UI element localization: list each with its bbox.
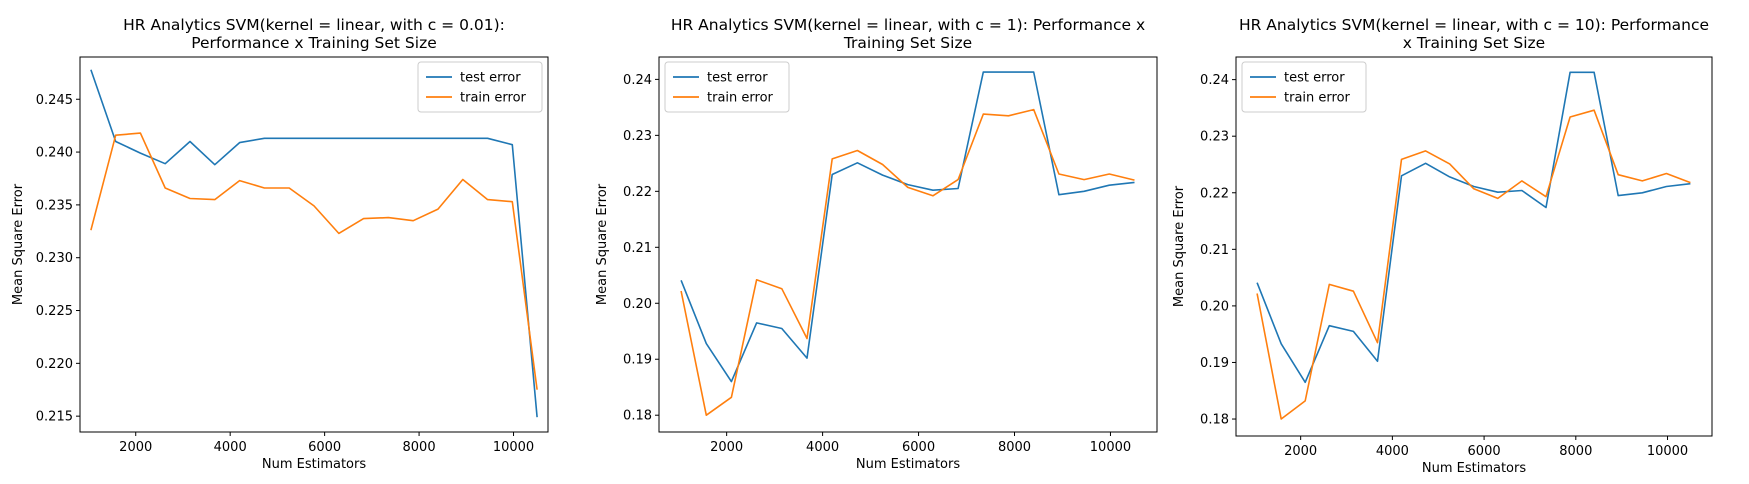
y-tick-label: 0.23 [1200,130,1229,145]
y-tick-label: 0.225 [36,304,73,319]
x-axis-label: Num Estimators [1422,461,1526,476]
legend-box [1241,61,1367,113]
chart-title-line-2: x Training Set Size [1403,34,1545,52]
y-tick-label: 0.23 [623,129,652,144]
plot-frame [658,56,1158,433]
legend-label-test-error: test error [707,71,768,86]
x-tick-label: 2000 [1284,444,1317,459]
y-tick-label: 0.20 [623,297,652,312]
plot-frame [79,56,549,433]
legend-label-train-error: train error [460,91,527,106]
chart-title-line-2: Training Set Size [843,34,972,52]
x-axis-label: Num Estimators [262,457,366,472]
chart-1: HR Analytics SVM(kernel = linear, with c… [11,16,549,472]
x-tick-label: 8000 [1559,444,1592,459]
series-line-test-error [1256,71,1691,384]
legend-label-test-error: test error [460,71,521,86]
chart-title-line-1: HR Analytics SVM(kernel = linear, with c… [1239,16,1709,34]
legend-box [664,61,790,113]
chart-2: HR Analytics SVM(kernel = linear, with c… [595,16,1158,472]
legend: test error train error [1241,61,1367,113]
x-tick-label: 6000 [902,440,935,455]
x-tick-label: 6000 [1468,444,1501,459]
series-line-train-error [680,108,1135,417]
x-tick-label: 10000 [1647,444,1688,459]
legend-label-test-error: test error [1284,71,1345,86]
x-tick-label: 2000 [710,440,743,455]
y-tick-label: 0.21 [623,241,652,256]
y-tick-label: 0.240 [36,146,73,161]
y-tick-label: 0.22 [1200,186,1229,201]
legend-box [417,61,543,113]
series-line-train-error [1256,109,1691,420]
x-tick-label: 4000 [1376,444,1409,459]
y-axis-label: Mean Square Error [1172,185,1187,307]
x-tick-label: 4000 [806,440,839,455]
x-tick-label: 6000 [308,440,341,455]
y-tick-label: 0.215 [36,410,73,425]
legend-label-train-error: train error [707,91,774,106]
series-line-train-error [90,132,538,390]
series-line-test-error [90,69,538,418]
legend: test error train error [664,61,790,113]
y-tick-label: 0.235 [36,198,73,213]
x-tick-label: 4000 [214,440,247,455]
x-tick-label: 10000 [493,440,534,455]
y-tick-label: 0.230 [36,251,73,266]
y-tick-label: 0.20 [1200,299,1229,314]
y-tick-label: 0.18 [623,409,652,424]
y-tick-label: 0.22 [623,185,652,200]
y-tick-label: 0.220 [36,357,73,372]
series-line-test-error [680,71,1135,383]
x-tick-label: 2000 [119,440,152,455]
y-tick-label: 0.24 [623,73,652,88]
y-axis-label: Mean Square Error [11,183,26,305]
chart-title-line-1: HR Analytics SVM(kernel = linear, with c… [671,16,1145,34]
plot-frame [1235,56,1713,437]
y-axis-label: Mean Square Error [595,183,610,305]
x-tick-label: 8000 [998,440,1031,455]
y-tick-label: 0.18 [1200,413,1229,428]
y-tick-label: 0.24 [1200,73,1229,88]
y-tick-label: 0.19 [1200,356,1229,371]
legend-label-train-error: train error [1284,91,1351,106]
x-axis-label: Num Estimators [856,457,960,472]
y-tick-label: 0.21 [1200,243,1229,258]
x-tick-label: 10000 [1090,440,1131,455]
legend: test error train error [417,61,543,113]
x-tick-label: 8000 [403,440,436,455]
y-tick-label: 0.19 [623,353,652,368]
chart-title-line-2: Performance x Training Set Size [191,34,437,52]
chart-3: HR Analytics SVM(kernel = linear, with c… [1172,16,1713,476]
y-tick-label: 0.245 [36,93,73,108]
chart-title-line-1: HR Analytics SVM(kernel = linear, with c… [123,16,505,34]
